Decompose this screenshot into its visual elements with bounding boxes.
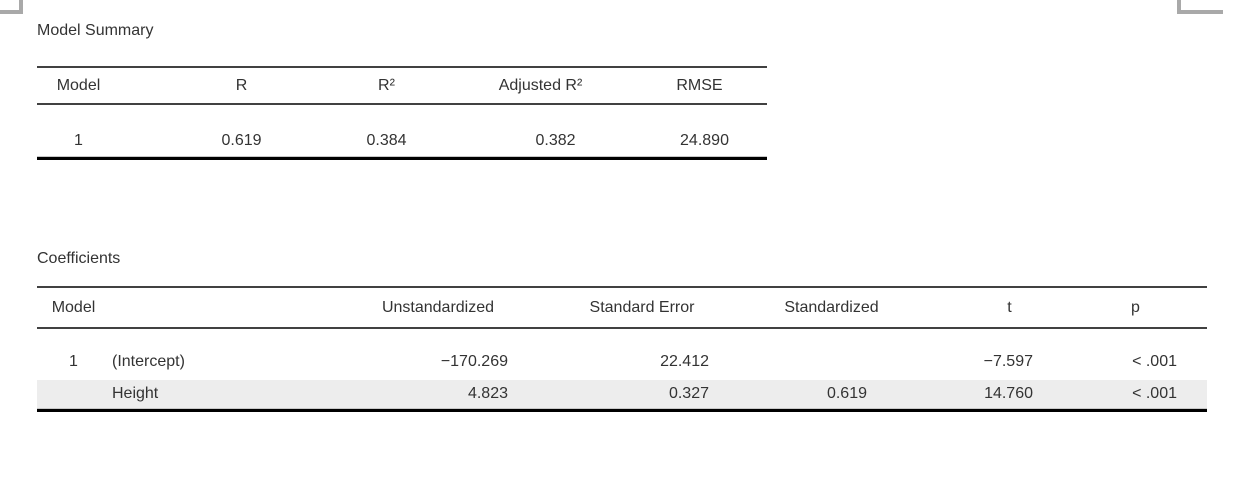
cell-predictor: (Intercept) <box>112 353 185 370</box>
column-header-rmse: RMSE <box>620 67 767 105</box>
cell-p: < .001 <box>1132 353 1177 370</box>
cell-r-squared: 0.384 <box>366 132 407 149</box>
model-summary-title[interactable]: Model Summary <box>37 22 154 39</box>
cell-p: < .001 <box>1132 385 1177 402</box>
cell-model-number: 1 <box>74 132 83 149</box>
cell-unstandardized: 4.823 <box>467 385 508 402</box>
column-header-model: Model <box>37 287 110 329</box>
cell-unstandardized: −170.269 <box>440 353 508 370</box>
cell-standardized: 0.619 <box>826 385 867 402</box>
model-summary-table: Model R R² Adjusted R² RMSE 1 0.619 0.38… <box>37 66 767 156</box>
cell-t: −7.597 <box>983 353 1033 370</box>
cell-predictor: Height <box>112 385 159 402</box>
cell-model-number <box>37 380 110 408</box>
column-header-r: R <box>120 67 312 105</box>
cell-rmse: 24.890 <box>680 132 729 149</box>
coefficients-section: Coefficients Model Unstandardized Standa… <box>37 250 1207 412</box>
coefficients-header-row: Model Unstandardized Standard Error Stan… <box>37 287 1207 329</box>
column-header-predictor <box>110 287 346 329</box>
model-summary-section: Model Summary Model R R² Adjusted R² RMS… <box>37 22 767 160</box>
column-header-p: p <box>1053 287 1207 329</box>
coefficients-row-height: Height 4.823 0.327 0.619 14.760 < .001 <box>37 380 1207 408</box>
cell-t: 14.760 <box>984 385 1033 402</box>
column-header-model: Model <box>37 67 120 105</box>
cell-r: 0.619 <box>221 132 262 149</box>
cell-standard-error: 22.412 <box>660 353 709 370</box>
column-header-standardized: Standardized <box>729 287 887 329</box>
cell-adjusted-r-squared: 0.382 <box>535 132 576 149</box>
model-summary-bottom-border <box>37 156 767 160</box>
panel-corner-left <box>0 0 23 14</box>
cell-model-number: 1 <box>69 353 78 370</box>
coefficients-title[interactable]: Coefficients <box>37 250 121 267</box>
column-header-standard-error: Standard Error <box>530 287 729 329</box>
coefficients-row-intercept: 1 (Intercept) −170.269 22.412 −7.597 < .… <box>37 328 1207 380</box>
cell-standardized <box>729 328 887 380</box>
coefficients-table: Model Unstandardized Standard Error Stan… <box>37 286 1207 408</box>
coefficients-bottom-border <box>37 408 1207 412</box>
column-header-adjusted-r-squared: Adjusted R² <box>461 67 620 105</box>
model-summary-row-1: 1 0.619 0.384 0.382 24.890 <box>37 104 767 156</box>
model-summary-header-row: Model R R² Adjusted R² RMSE <box>37 67 767 105</box>
column-header-t: t <box>887 287 1053 329</box>
column-header-r-squared: R² <box>312 67 461 105</box>
panel-corner-right <box>1177 0 1223 14</box>
cell-standard-error: 0.327 <box>668 385 709 402</box>
column-header-unstandardized: Unstandardized <box>346 287 530 329</box>
